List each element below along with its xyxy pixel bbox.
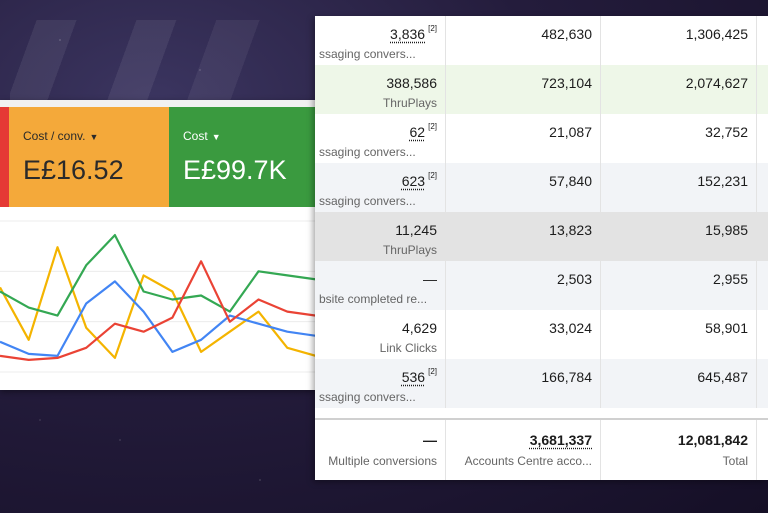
reach-value: 57,840 [549,173,592,189]
cost-per-conversion-value: E£16.52 [23,155,124,185]
result-type: Link Clicks [379,341,437,355]
attribution-note: [2] [428,367,437,376]
result-type: bsite completed re... [319,292,428,306]
total-reach-label: Accounts Centre acco... [464,454,592,468]
metrics-table: 3,836 [2] ssaging convers... 482,630 1,306,4… [315,16,768,480]
attribution-note: [2] [428,122,437,131]
reach-value: 33,024 [549,320,592,336]
results-value[interactable]: 11,245 [395,222,437,238]
chart-series-line-2 [0,280,316,357]
attribution-note: [2] [428,24,437,33]
cost-label[interactable]: Cost ▼ [183,129,221,143]
result-type: ThruPlays [382,96,437,110]
results-value[interactable]: 3,836 [2] [390,24,437,42]
total-reach: 3,681,337 [529,432,592,448]
table-row[interactable]: 3,836 [2] ssaging convers... 482,630 1,306,4… [315,16,768,65]
reach-value: 482,630 [541,26,592,42]
results-value[interactable]: 623 [2] [401,171,437,189]
impressions-value: 32,752 [705,124,748,140]
total-results-type: Multiple conversions [328,454,437,468]
chart-series-line-3 [0,260,316,361]
dashboard-top-bar [0,100,316,107]
attribution-note: [2] [428,171,437,180]
cost-per-conversion-label[interactable]: Cost / conv. ▼ [23,129,99,143]
impressions-value: 15,985 [705,222,748,238]
result-type: ThruPlays [382,243,437,257]
reach-value: 13,823 [549,222,592,238]
reach-value: 21,087 [549,124,592,140]
impressions-value: 645,487 [697,369,748,385]
results-value[interactable]: 536 [2] [401,367,437,385]
cost-tile[interactable]: Cost ▼ E£99.7K [169,107,316,207]
caret-down-icon[interactable]: ▼ [89,132,99,142]
table-row[interactable]: — bsite completed re... 2,503 2,955 [315,261,768,310]
result-type: ssaging convers... [319,47,416,61]
impressions-value: 1,306,425 [685,26,748,42]
background-logo-shape [10,20,310,110]
dashboard-panel: Cost / conv. ▼ E£16.52 Cost ▼ E£99.7K [0,100,316,390]
result-type: ssaging convers... [319,145,416,159]
performance-line-chart [0,220,316,373]
result-type: ssaging convers... [319,390,416,404]
chart-series-line-0 [0,246,316,359]
total-impressions: 12,081,842 [677,432,748,448]
cost-value: E£99.7K [183,155,287,185]
reach-value: 166,784 [541,369,592,385]
table-row[interactable]: 4,629 Link Clicks 33,024 58,901 [315,310,768,359]
total-results: — [423,432,437,448]
reach-value: 723,104 [541,75,592,91]
total-impressions-label: Total [722,454,748,468]
table-total-row: — Multiple conversions 3,681,337 Account… [315,418,768,480]
result-type: ssaging convers... [319,194,416,208]
table-row[interactable]: 11,245 ThruPlays 13,823 15,985 [315,212,768,261]
caret-down-icon[interactable]: ▼ [211,132,221,142]
results-value[interactable]: 388,586 [386,75,437,91]
table-row[interactable]: 536 [2] ssaging convers... 166,784 645,487 [315,359,768,408]
red-tile-edge [0,107,9,207]
cost-per-conversion-tile[interactable]: Cost / conv. ▼ E£16.52 [9,107,169,207]
table-row[interactable]: 388,586 ThruPlays 723,104 2,074,627 [315,65,768,114]
impressions-value: 2,074,627 [685,75,748,91]
impressions-value: 152,231 [697,173,748,189]
impressions-value: 2,955 [712,271,748,287]
impressions-value: 58,901 [705,320,748,336]
chart-series-line-1 [0,234,316,317]
results-value[interactable]: 4,629 [401,320,437,336]
table-row[interactable]: 62 [2] ssaging convers... 21,087 32,752 [315,114,768,163]
results-value[interactable]: — [423,271,437,287]
table-row[interactable]: 623 [2] ssaging convers... 57,840 152,231 [315,163,768,212]
results-value[interactable]: 62 [2] [409,122,437,140]
reach-value: 2,503 [556,271,592,287]
